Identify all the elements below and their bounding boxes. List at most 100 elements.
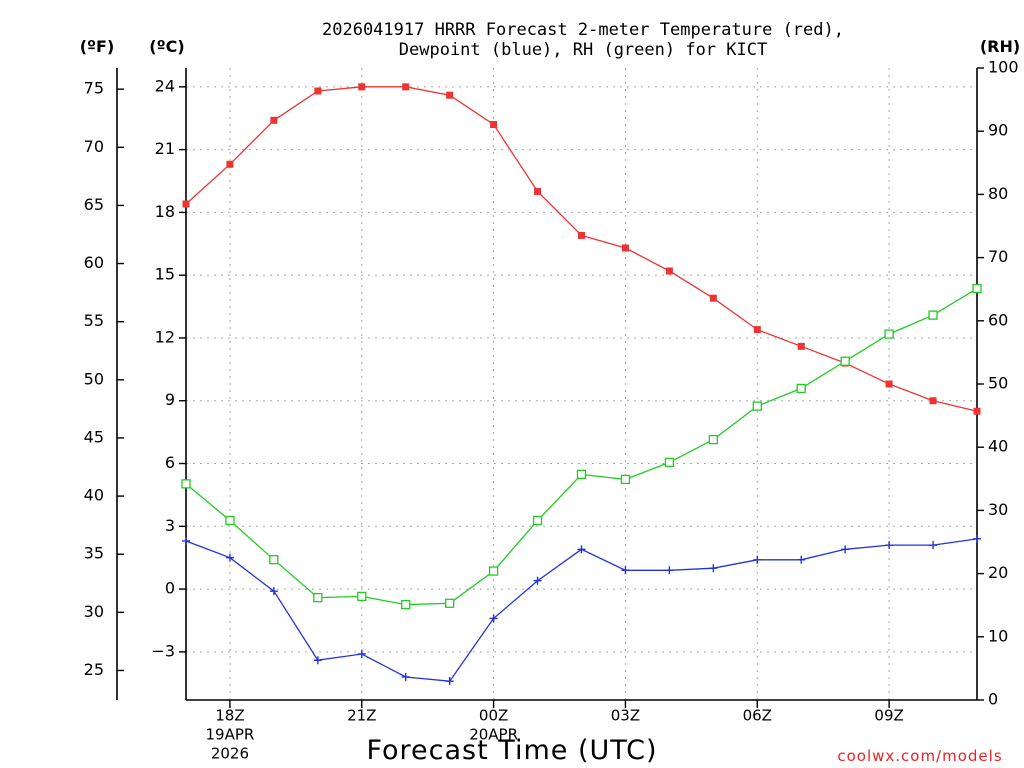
dewpoint-point xyxy=(929,541,938,550)
fahrenheit-tick-label: 30 xyxy=(84,602,104,621)
chart-title-line1: 2026041917 HRRR Forecast 2-meter Tempera… xyxy=(322,20,844,40)
dewpoint-point xyxy=(577,545,586,554)
dewpoint-point xyxy=(182,536,190,545)
celsius-tick-label: 6 xyxy=(165,453,175,472)
relative-humidity-point xyxy=(972,283,982,294)
rh-unit-label: (RH) xyxy=(980,37,1020,56)
temperature-point xyxy=(929,397,937,405)
temperature-point xyxy=(490,121,498,129)
relative-humidity-point xyxy=(488,566,499,576)
temperature-point xyxy=(402,83,410,91)
dewpoint-point xyxy=(797,555,806,564)
fahrenheit-tick-label: 35 xyxy=(84,544,104,563)
fahrenheit-tick-label: 65 xyxy=(84,195,104,214)
dewpoint-point xyxy=(709,564,718,573)
dewpoint-point xyxy=(269,587,278,596)
fahrenheit-tick-label: 40 xyxy=(84,486,104,505)
celsius-tick-label: 18 xyxy=(155,202,175,221)
celsius-tick-label: 15 xyxy=(155,265,175,284)
x-tick-label: 09Z xyxy=(874,707,903,725)
axes xyxy=(116,67,984,708)
temperature-point xyxy=(270,116,278,124)
dewpoint-point xyxy=(621,566,630,575)
relative-humidity-line xyxy=(185,288,978,606)
dewpoint-point xyxy=(973,534,981,543)
fahrenheit-tick-label: 25 xyxy=(84,660,104,679)
rh-tick-label: 100 xyxy=(988,58,1019,77)
temperature-line xyxy=(185,86,978,412)
chart-title-line2: Dewpoint (blue), RH (green) for KICT xyxy=(399,40,767,60)
fahrenheit-tick-label: 45 xyxy=(84,427,104,446)
dewpoint-point xyxy=(753,555,762,564)
relative-humidity-point xyxy=(708,434,718,445)
fahrenheit-unit-label: (ºF) xyxy=(80,37,115,56)
x-tick-label: 00Z xyxy=(479,707,508,725)
temperature-point xyxy=(534,187,542,195)
x-tick-label: 03Z xyxy=(611,707,640,725)
dewpoint-point xyxy=(401,672,410,681)
dewpoint-point xyxy=(313,656,322,665)
temperature-point xyxy=(753,326,761,334)
temperature-point xyxy=(885,380,893,388)
temperature-point xyxy=(226,160,234,168)
dewpoint-point xyxy=(841,545,850,554)
dewpoint-line xyxy=(185,538,978,682)
x-tick-label: 06Z xyxy=(743,707,772,725)
temperature-point xyxy=(578,231,585,239)
rh-tick-label: 30 xyxy=(988,500,1008,519)
dewpoint-point xyxy=(533,576,542,585)
celsius-tick-label: 3 xyxy=(165,516,175,535)
rh-tick-label: 40 xyxy=(988,437,1008,456)
relative-humidity-point xyxy=(576,469,587,480)
celsius-tick-label: 12 xyxy=(155,327,175,346)
fahrenheit-tick-label: 55 xyxy=(84,311,104,330)
dewpoint-point xyxy=(445,677,454,686)
temperature-point xyxy=(446,91,454,99)
dewpoint-point xyxy=(665,566,674,575)
x-axis-label: Forecast Time (UTC) xyxy=(366,735,657,766)
x-tick-date-label: 19APR xyxy=(206,726,255,744)
fahrenheit-tick-label: 70 xyxy=(84,137,104,156)
temperature-point xyxy=(709,294,717,302)
relative-humidity-point xyxy=(928,310,938,320)
temperature-point xyxy=(797,342,805,350)
celsius-tick-label: −3 xyxy=(151,641,175,660)
dewpoint-point xyxy=(357,649,366,658)
celsius-tick-label: 9 xyxy=(165,390,175,409)
dewpoint-point xyxy=(885,541,894,550)
fahrenheit-tick-label: 60 xyxy=(84,253,104,272)
relative-humidity-point xyxy=(181,479,191,489)
relative-humidity-point xyxy=(401,599,411,610)
relative-humidity-point xyxy=(225,515,235,526)
rh-tick-label: 50 xyxy=(988,374,1008,393)
temperature-point xyxy=(665,267,673,275)
temperature-point xyxy=(621,244,629,252)
relative-humidity-point xyxy=(752,401,762,411)
rh-tick-label: 10 xyxy=(988,626,1008,645)
rh-tick-label: 80 xyxy=(988,184,1008,203)
celsius-tick-label: 21 xyxy=(155,139,175,158)
x-tick-label: 21Z xyxy=(347,707,376,725)
rh-tick-label: 90 xyxy=(988,121,1008,140)
relative-humidity-point xyxy=(357,591,367,602)
relative-humidity-point xyxy=(445,598,455,608)
relative-humidity-point xyxy=(269,555,279,565)
credit-text: coolwx.com/models xyxy=(837,747,1002,765)
rh-tick-label: 20 xyxy=(988,563,1008,582)
dewpoint-point xyxy=(225,553,234,562)
x-tick-year-label: 2026 xyxy=(211,745,249,763)
relative-humidity-point xyxy=(884,329,894,339)
relative-humidity-point xyxy=(532,515,543,526)
celsius-tick-label: 0 xyxy=(165,579,175,598)
temperature-point xyxy=(314,87,322,95)
x-tick-date-label: 20APR xyxy=(469,726,518,744)
celsius-unit-label: (ºC) xyxy=(149,37,184,56)
data-series xyxy=(181,83,982,686)
dewpoint-point xyxy=(489,614,498,623)
relative-humidity-point xyxy=(840,356,850,366)
relative-humidity-point xyxy=(313,592,323,603)
relative-humidity-point xyxy=(796,383,806,394)
relative-humidity-point xyxy=(620,474,631,485)
celsius-tick-label: 24 xyxy=(155,76,175,95)
